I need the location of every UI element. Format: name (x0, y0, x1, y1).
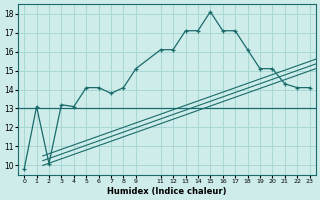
X-axis label: Humidex (Indice chaleur): Humidex (Indice chaleur) (107, 187, 227, 196)
